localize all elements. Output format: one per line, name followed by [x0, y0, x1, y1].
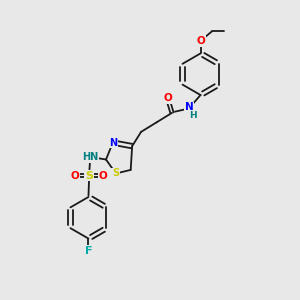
Text: HN: HN	[82, 152, 99, 162]
Text: F: F	[85, 246, 92, 256]
Text: O: O	[99, 171, 108, 181]
Text: O: O	[196, 36, 205, 46]
Text: S: S	[112, 169, 119, 178]
Text: O: O	[163, 93, 172, 103]
Text: N: N	[109, 138, 117, 148]
Text: H: H	[189, 111, 196, 120]
Text: S: S	[85, 171, 93, 181]
Text: N: N	[185, 103, 194, 112]
Text: O: O	[70, 171, 79, 181]
